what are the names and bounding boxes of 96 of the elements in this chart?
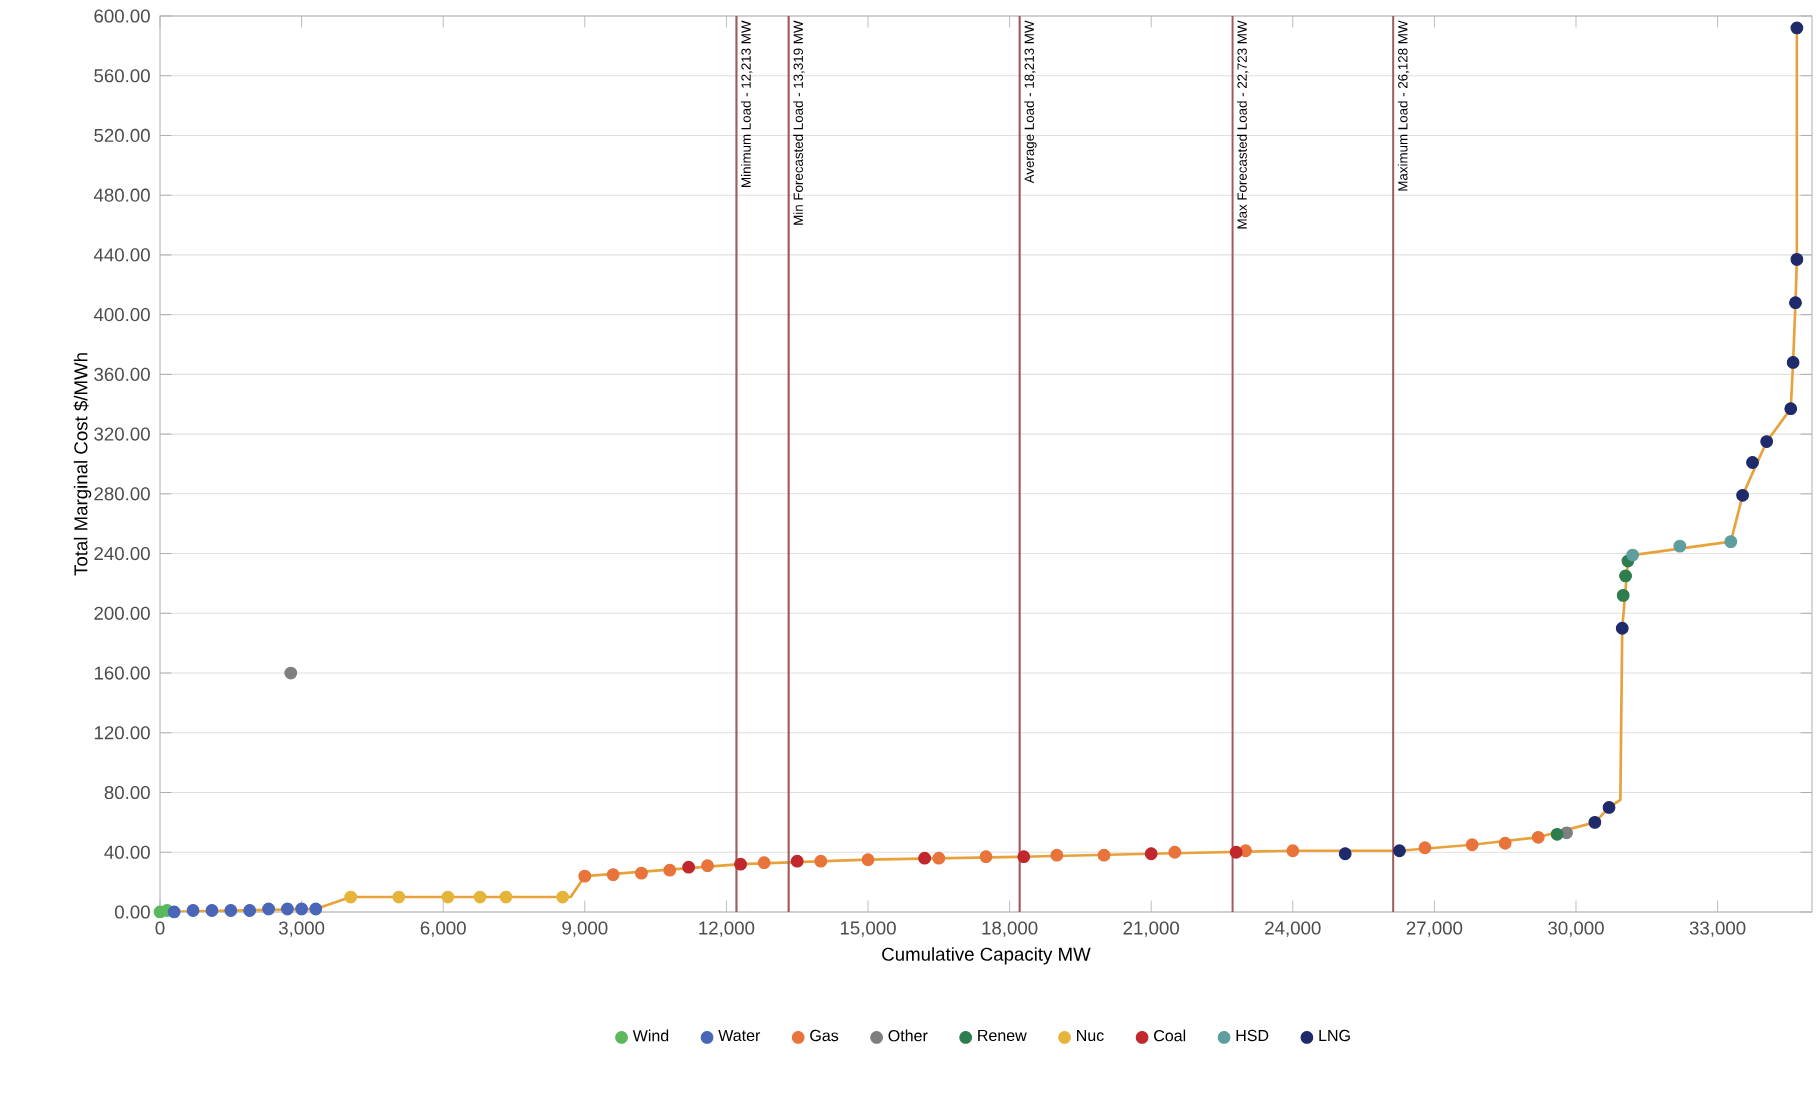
y-tick-label: 600.00 bbox=[94, 9, 150, 23]
legend-label: Water bbox=[718, 1029, 761, 1042]
legend-label: HSD bbox=[1236, 1029, 1269, 1042]
point bbox=[932, 851, 946, 865]
point bbox=[167, 905, 181, 919]
point bbox=[284, 666, 298, 680]
legend-label: Nuc bbox=[1077, 1029, 1104, 1042]
x-tick-label: 12,000 bbox=[699, 921, 755, 937]
x-tick-label: 9,000 bbox=[562, 921, 608, 937]
legend-label: Wind bbox=[632, 1029, 669, 1042]
point bbox=[1465, 838, 1479, 852]
x-tick-label: 30,000 bbox=[1548, 921, 1604, 937]
y-tick-label: 160.00 bbox=[94, 666, 150, 680]
point bbox=[635, 866, 648, 880]
point bbox=[734, 857, 747, 871]
point bbox=[1498, 836, 1512, 850]
x-tick-label: 27,000 bbox=[1406, 921, 1463, 937]
y-tick-label: 0.00 bbox=[114, 905, 150, 919]
legend-label: Other bbox=[888, 1029, 928, 1042]
y-tick-label: 480.00 bbox=[93, 188, 150, 202]
y-tick-label: 80.00 bbox=[104, 785, 150, 800]
point bbox=[1168, 845, 1182, 859]
point bbox=[606, 868, 620, 882]
point bbox=[556, 890, 570, 904]
y-tick-label: 280.00 bbox=[94, 487, 150, 501]
y-tick-label: 200.00 bbox=[94, 606, 150, 620]
point bbox=[344, 890, 358, 904]
point bbox=[578, 869, 592, 883]
point bbox=[1531, 830, 1545, 844]
point bbox=[1393, 844, 1406, 858]
point bbox=[1286, 844, 1300, 858]
legend-label: Renew bbox=[978, 1029, 1027, 1042]
point bbox=[224, 904, 238, 917]
y-tick-label: 360.00 bbox=[94, 367, 150, 381]
y-tick-label: 240.00 bbox=[94, 546, 150, 561]
y-tick-label: 120.00 bbox=[94, 726, 150, 740]
point bbox=[1615, 621, 1629, 635]
point bbox=[1736, 488, 1750, 502]
point bbox=[499, 890, 513, 904]
point bbox=[186, 904, 200, 917]
point bbox=[1760, 435, 1774, 448]
point bbox=[1746, 456, 1759, 469]
point bbox=[441, 890, 455, 904]
point bbox=[243, 904, 257, 917]
x-tick-label: 33,000 bbox=[1689, 921, 1746, 937]
point bbox=[979, 850, 993, 864]
point bbox=[1784, 402, 1798, 416]
point bbox=[682, 860, 696, 874]
point bbox=[473, 890, 487, 904]
point bbox=[1144, 847, 1158, 861]
x-tick-label: 21,000 bbox=[1123, 921, 1180, 937]
legend-label: Coal bbox=[1154, 1029, 1186, 1042]
point bbox=[1550, 827, 1564, 841]
point bbox=[1338, 847, 1352, 861]
x-tick-label: 6,000 bbox=[420, 921, 466, 937]
point bbox=[1724, 535, 1738, 549]
point bbox=[295, 902, 309, 916]
point bbox=[861, 853, 875, 867]
point bbox=[1229, 845, 1243, 859]
point bbox=[701, 859, 714, 873]
point bbox=[814, 854, 828, 868]
y-tick-label: 40.00 bbox=[104, 845, 150, 859]
point bbox=[205, 904, 219, 917]
x-tick-label: 3,000 bbox=[278, 921, 325, 937]
y-tick-label: 440.00 bbox=[93, 248, 150, 262]
point bbox=[392, 890, 406, 904]
x-tick-label: 15,000 bbox=[840, 921, 896, 937]
x-axis-title: Cumulative Capacity MW bbox=[882, 947, 1091, 965]
x-tick-label: 18,000 bbox=[982, 921, 1038, 937]
point bbox=[757, 856, 771, 870]
point bbox=[1616, 588, 1630, 602]
point bbox=[1786, 356, 1800, 369]
legend-label: Gas bbox=[810, 1029, 839, 1042]
point bbox=[1619, 569, 1632, 583]
y-tick-label: 520.00 bbox=[94, 128, 150, 143]
x-tick-label: 0 bbox=[155, 921, 165, 935]
point bbox=[262, 902, 275, 916]
point bbox=[281, 902, 294, 916]
point bbox=[663, 863, 677, 877]
point bbox=[1017, 850, 1031, 864]
point bbox=[918, 851, 932, 865]
point bbox=[1626, 548, 1640, 562]
point bbox=[1097, 848, 1111, 862]
y-tick-label: 560.00 bbox=[94, 69, 150, 83]
point bbox=[1050, 848, 1064, 862]
point bbox=[1588, 815, 1602, 829]
point bbox=[1673, 539, 1687, 553]
y-axis-title: Total Marginal Cost $/MWh bbox=[73, 353, 92, 576]
y-tick-label: 320.00 bbox=[94, 427, 150, 441]
point bbox=[1602, 801, 1616, 814]
x-tick-label: 24,000 bbox=[1265, 921, 1321, 937]
legend-label: LNG bbox=[1319, 1029, 1350, 1042]
point bbox=[1418, 841, 1432, 855]
y-tick-label: 400.00 bbox=[93, 308, 150, 322]
point bbox=[309, 902, 323, 916]
point bbox=[790, 854, 804, 868]
